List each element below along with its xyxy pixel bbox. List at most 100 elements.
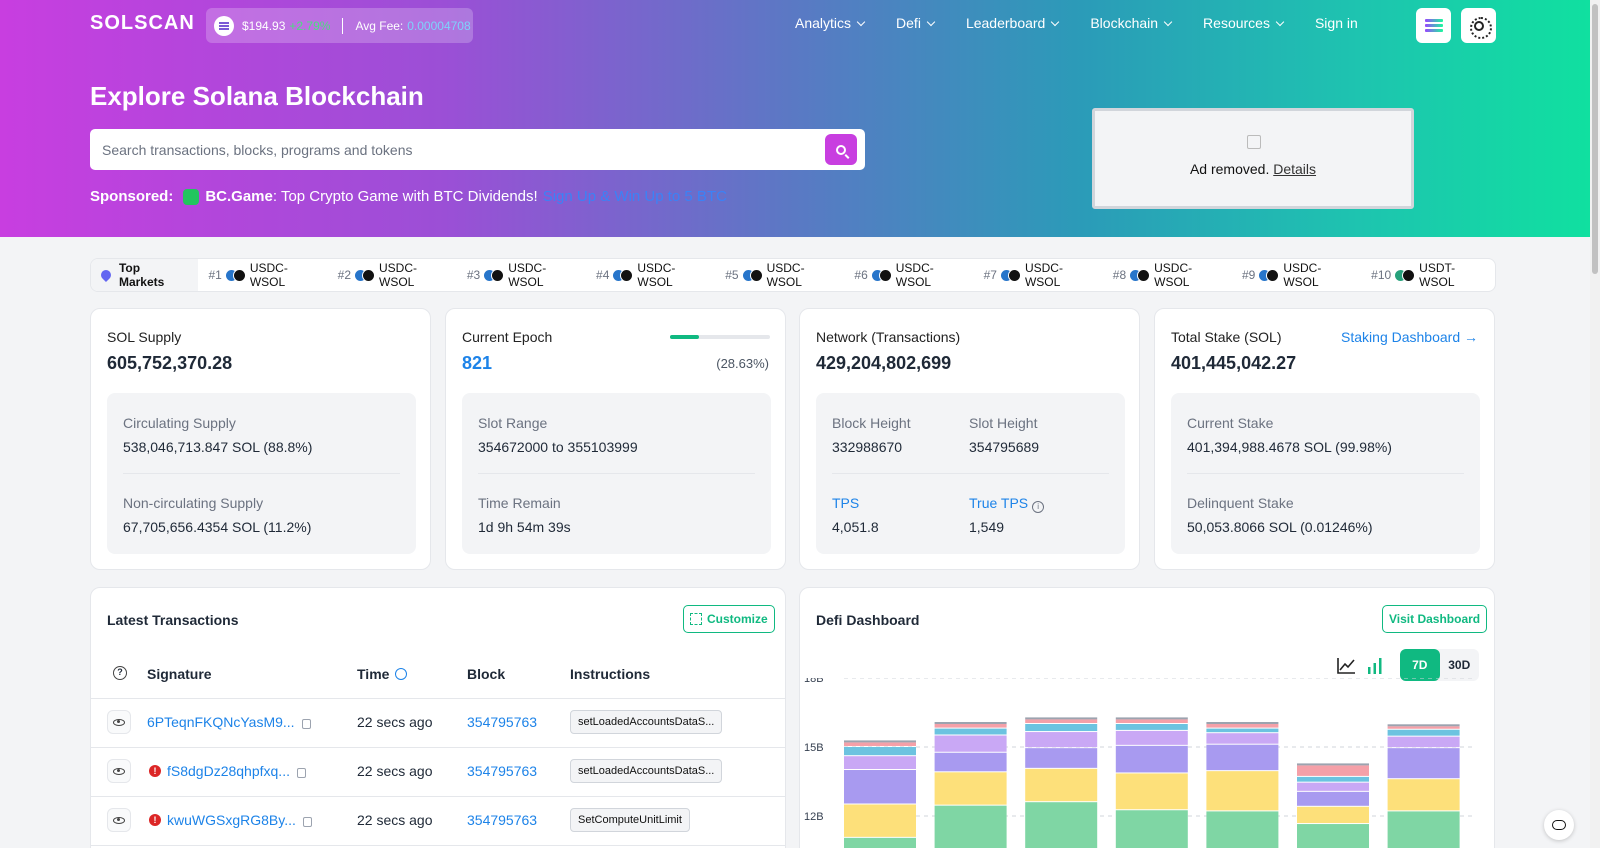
bar-segment[interactable] — [1206, 724, 1279, 728]
info-icon[interactable]: i — [1032, 501, 1045, 513]
search-button[interactable] — [825, 134, 857, 165]
bar-segment[interactable] — [1387, 726, 1460, 729]
sign-in-link[interactable]: Sign in — [1314, 15, 1358, 31]
support-chat-button[interactable] — [1544, 810, 1574, 840]
staking-dashboard-link[interactable]: Staking Dashboard → — [1341, 329, 1478, 345]
nav-leaderboard[interactable]: Leaderboard — [966, 15, 1060, 31]
col-time[interactable]: Time — [357, 666, 408, 682]
page-scrollbar[interactable] — [1590, 0, 1600, 848]
market-item[interactable]: #1 USDC-WSOL — [208, 261, 322, 289]
block-link[interactable]: 354795763 — [467, 812, 538, 828]
bar-segment[interactable] — [1387, 779, 1460, 811]
visit-dashboard-button[interactable]: Visit Dashboard — [1382, 605, 1488, 633]
block-link[interactable]: 354795763 — [467, 763, 538, 779]
preview-button[interactable] — [107, 710, 131, 734]
rocket-icon — [98, 267, 114, 283]
bar-segment[interactable] — [1115, 730, 1188, 745]
range-30d[interactable]: 30D — [1448, 658, 1471, 672]
scrollbar-thumb[interactable] — [1592, 4, 1598, 274]
nav-blockchain[interactable]: Blockchain — [1090, 15, 1173, 31]
bar-segment[interactable] — [1206, 771, 1279, 811]
instruction-badge[interactable]: setLoadedAccountsDataS... — [570, 759, 723, 783]
signature-link[interactable]: 6PTeqnFKQNcYasM9... — [147, 714, 295, 730]
market-item[interactable]: #4 USDC-WSOL — [596, 261, 710, 289]
nav-analytics[interactable]: Analytics — [795, 15, 866, 31]
copy-icon[interactable] — [302, 817, 312, 827]
bar-segment[interactable] — [844, 770, 916, 804]
bar-segment[interactable] — [1206, 728, 1279, 733]
market-item[interactable]: #5 USDC-WSOL — [725, 261, 839, 289]
market-item[interactable]: #7 USDC-WSOL — [984, 261, 1098, 289]
bar-segment[interactable] — [844, 804, 916, 837]
bar-chart-icon[interactable] — [1366, 655, 1384, 675]
nav-resources[interactable]: Resources — [1203, 15, 1285, 31]
bar-segment[interactable] — [934, 772, 1007, 805]
solscan-logo[interactable]: SOLSCAN — [90, 12, 195, 34]
bar-segment[interactable] — [1297, 765, 1369, 776]
bar-segment[interactable] — [1025, 802, 1098, 848]
true-tps-label[interactable]: True TPS i — [969, 495, 1045, 513]
signature-link[interactable]: fS8dgDz28qhpfxq... — [167, 763, 290, 779]
market-item[interactable]: #8 USDC-WSOL — [1113, 261, 1227, 289]
clock-icon[interactable] — [395, 668, 408, 680]
preview-button[interactable] — [107, 808, 131, 832]
bar-segment[interactable] — [1025, 768, 1098, 802]
bar-segment[interactable] — [1025, 719, 1098, 723]
bar-segment[interactable] — [1297, 782, 1369, 791]
bar-segment[interactable] — [1206, 733, 1279, 744]
bar-segment[interactable] — [1206, 811, 1279, 848]
bar-segment[interactable] — [844, 756, 916, 769]
bar-segment[interactable] — [1297, 806, 1369, 824]
tps-label[interactable]: TPS — [832, 495, 860, 511]
instruction-badge[interactable]: setLoadedAccountsDataS... — [570, 710, 723, 734]
bar-segment[interactable] — [1025, 732, 1098, 748]
bar-segment[interactable] — [1115, 773, 1188, 810]
sponsor-name[interactable]: BC.Game — [205, 188, 273, 205]
bar-segment[interactable] — [1297, 776, 1369, 782]
bar-segment[interactable] — [934, 728, 1007, 735]
bar-segment[interactable] — [844, 742, 916, 746]
bar-segment[interactable] — [934, 724, 1007, 728]
bar-segment[interactable] — [844, 837, 916, 848]
market-item[interactable]: #2 USDC-WSOL — [338, 261, 452, 289]
bar-segment[interactable] — [844, 747, 916, 756]
bar-segment[interactable] — [1115, 745, 1188, 773]
ad-details-link[interactable]: Details — [1273, 161, 1317, 177]
bar-segment[interactable] — [1387, 811, 1460, 848]
block-link[interactable]: 354795763 — [467, 714, 538, 730]
customize-button[interactable]: Customize — [683, 605, 775, 633]
bar-segment[interactable] — [934, 752, 1007, 772]
help-icon[interactable]: ? — [113, 666, 127, 680]
sponsor-link[interactable]: Sign Up & Win Up to 5 BTC — [542, 188, 727, 205]
line-chart-icon[interactable] — [1336, 655, 1356, 675]
bar-segment[interactable] — [1115, 810, 1188, 848]
market-item[interactable]: #6 USDC-WSOL — [854, 261, 968, 289]
market-item[interactable]: #10 USDT-WSOL — [1371, 261, 1490, 289]
market-item[interactable]: #3 USDC-WSOL — [467, 261, 581, 289]
bar-segment[interactable] — [1387, 748, 1460, 779]
preview-button[interactable] — [107, 759, 131, 783]
bar-segment[interactable] — [1025, 724, 1098, 732]
instruction-badge[interactable]: SetComputeUnitLimit — [570, 808, 690, 832]
bar-segment[interactable] — [1297, 791, 1369, 806]
copy-icon[interactable] — [296, 768, 306, 778]
bar-segment[interactable] — [1387, 729, 1460, 736]
search-input[interactable] — [102, 129, 802, 170]
range-7d[interactable]: 7D — [1400, 649, 1440, 681]
theme-toggle-button[interactable] — [1461, 8, 1496, 43]
bar-segment[interactable] — [1387, 736, 1460, 748]
pair-icons — [870, 268, 892, 282]
bar-segment[interactable] — [934, 805, 1007, 848]
market-item[interactable]: #9 USDC-WSOL — [1242, 261, 1356, 289]
network-switch-button[interactable] — [1416, 8, 1451, 43]
bar-segment[interactable] — [1025, 748, 1098, 768]
signature-link[interactable]: kwuWGSxgRG8By... — [167, 812, 296, 828]
bar-segment[interactable] — [934, 735, 1007, 752]
bar-segment[interactable] — [1206, 744, 1279, 771]
bar-segment[interactable] — [1297, 824, 1369, 848]
bar-segment[interactable] — [1115, 724, 1188, 730]
current-epoch-value[interactable]: 821 — [462, 353, 493, 373]
bar-segment[interactable] — [1115, 719, 1188, 723]
nav-defi[interactable]: Defi — [896, 15, 936, 31]
copy-icon[interactable] — [301, 719, 311, 729]
